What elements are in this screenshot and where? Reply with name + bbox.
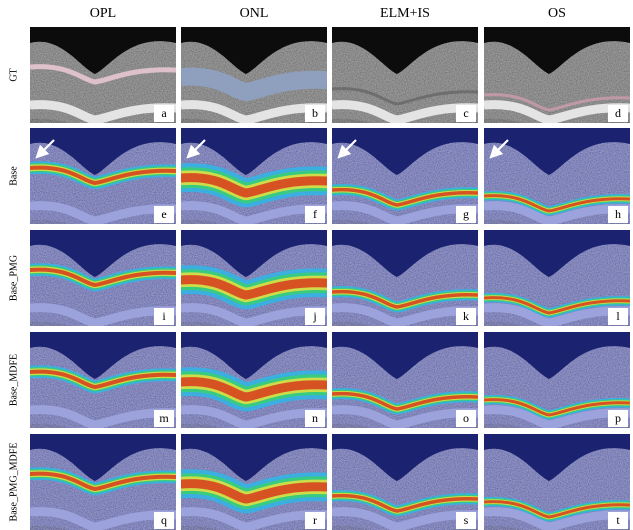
panel: i	[30, 230, 176, 337]
panel: e	[30, 128, 176, 235]
row-label: Base_PMG	[8, 255, 19, 301]
column-header: OPL	[90, 6, 116, 21]
panel: d	[484, 27, 630, 134]
panel: t	[484, 434, 630, 530]
row-label: Base_MDFE	[8, 354, 19, 406]
panel-letter: c	[463, 106, 468, 120]
column-header: ONL	[240, 6, 269, 21]
panel-letter: k	[463, 309, 469, 323]
panel-letter: f	[313, 207, 317, 221]
panel-letter: r	[313, 513, 317, 527]
panel-letter: p	[615, 411, 621, 425]
panel: g	[332, 128, 478, 235]
panel-letter: o	[463, 411, 469, 425]
panel: r	[181, 434, 327, 530]
panel: m	[30, 332, 176, 439]
panel-letter: g	[463, 207, 469, 221]
column-header: ELM+IS	[380, 6, 430, 21]
panel: l	[484, 230, 630, 337]
panel-letter: e	[161, 207, 166, 221]
panel: p	[484, 332, 630, 439]
column-header: OS	[548, 6, 566, 21]
panel: n	[181, 332, 327, 439]
row-label: Base_PMG_MDFE	[8, 443, 19, 522]
panel: o	[332, 332, 478, 439]
panel: s	[332, 434, 478, 530]
panel: h	[484, 128, 630, 235]
panel-letter: b	[312, 106, 318, 120]
row-label: GT	[8, 68, 19, 81]
panel: j	[181, 230, 327, 337]
panel-letter: j	[312, 309, 316, 323]
panel-letter: q	[161, 513, 167, 527]
panel: c	[332, 27, 478, 134]
panel-letter: m	[159, 411, 169, 425]
panel: q	[30, 434, 176, 530]
panel: b	[181, 27, 327, 134]
panel-letter: h	[615, 207, 621, 221]
row-label: Base	[8, 166, 19, 186]
panel: k	[332, 230, 478, 337]
panel: f	[181, 128, 327, 235]
panel-letter: s	[464, 513, 469, 527]
panel: a	[30, 27, 176, 134]
panel-letter: d	[615, 106, 621, 120]
figure: OPL ONL ELM+IS OS GT a b c d Base e f g h Base_PMG i j k l…	[0, 0, 633, 530]
panel-letter: a	[161, 106, 167, 120]
panel-letter: n	[312, 411, 318, 425]
